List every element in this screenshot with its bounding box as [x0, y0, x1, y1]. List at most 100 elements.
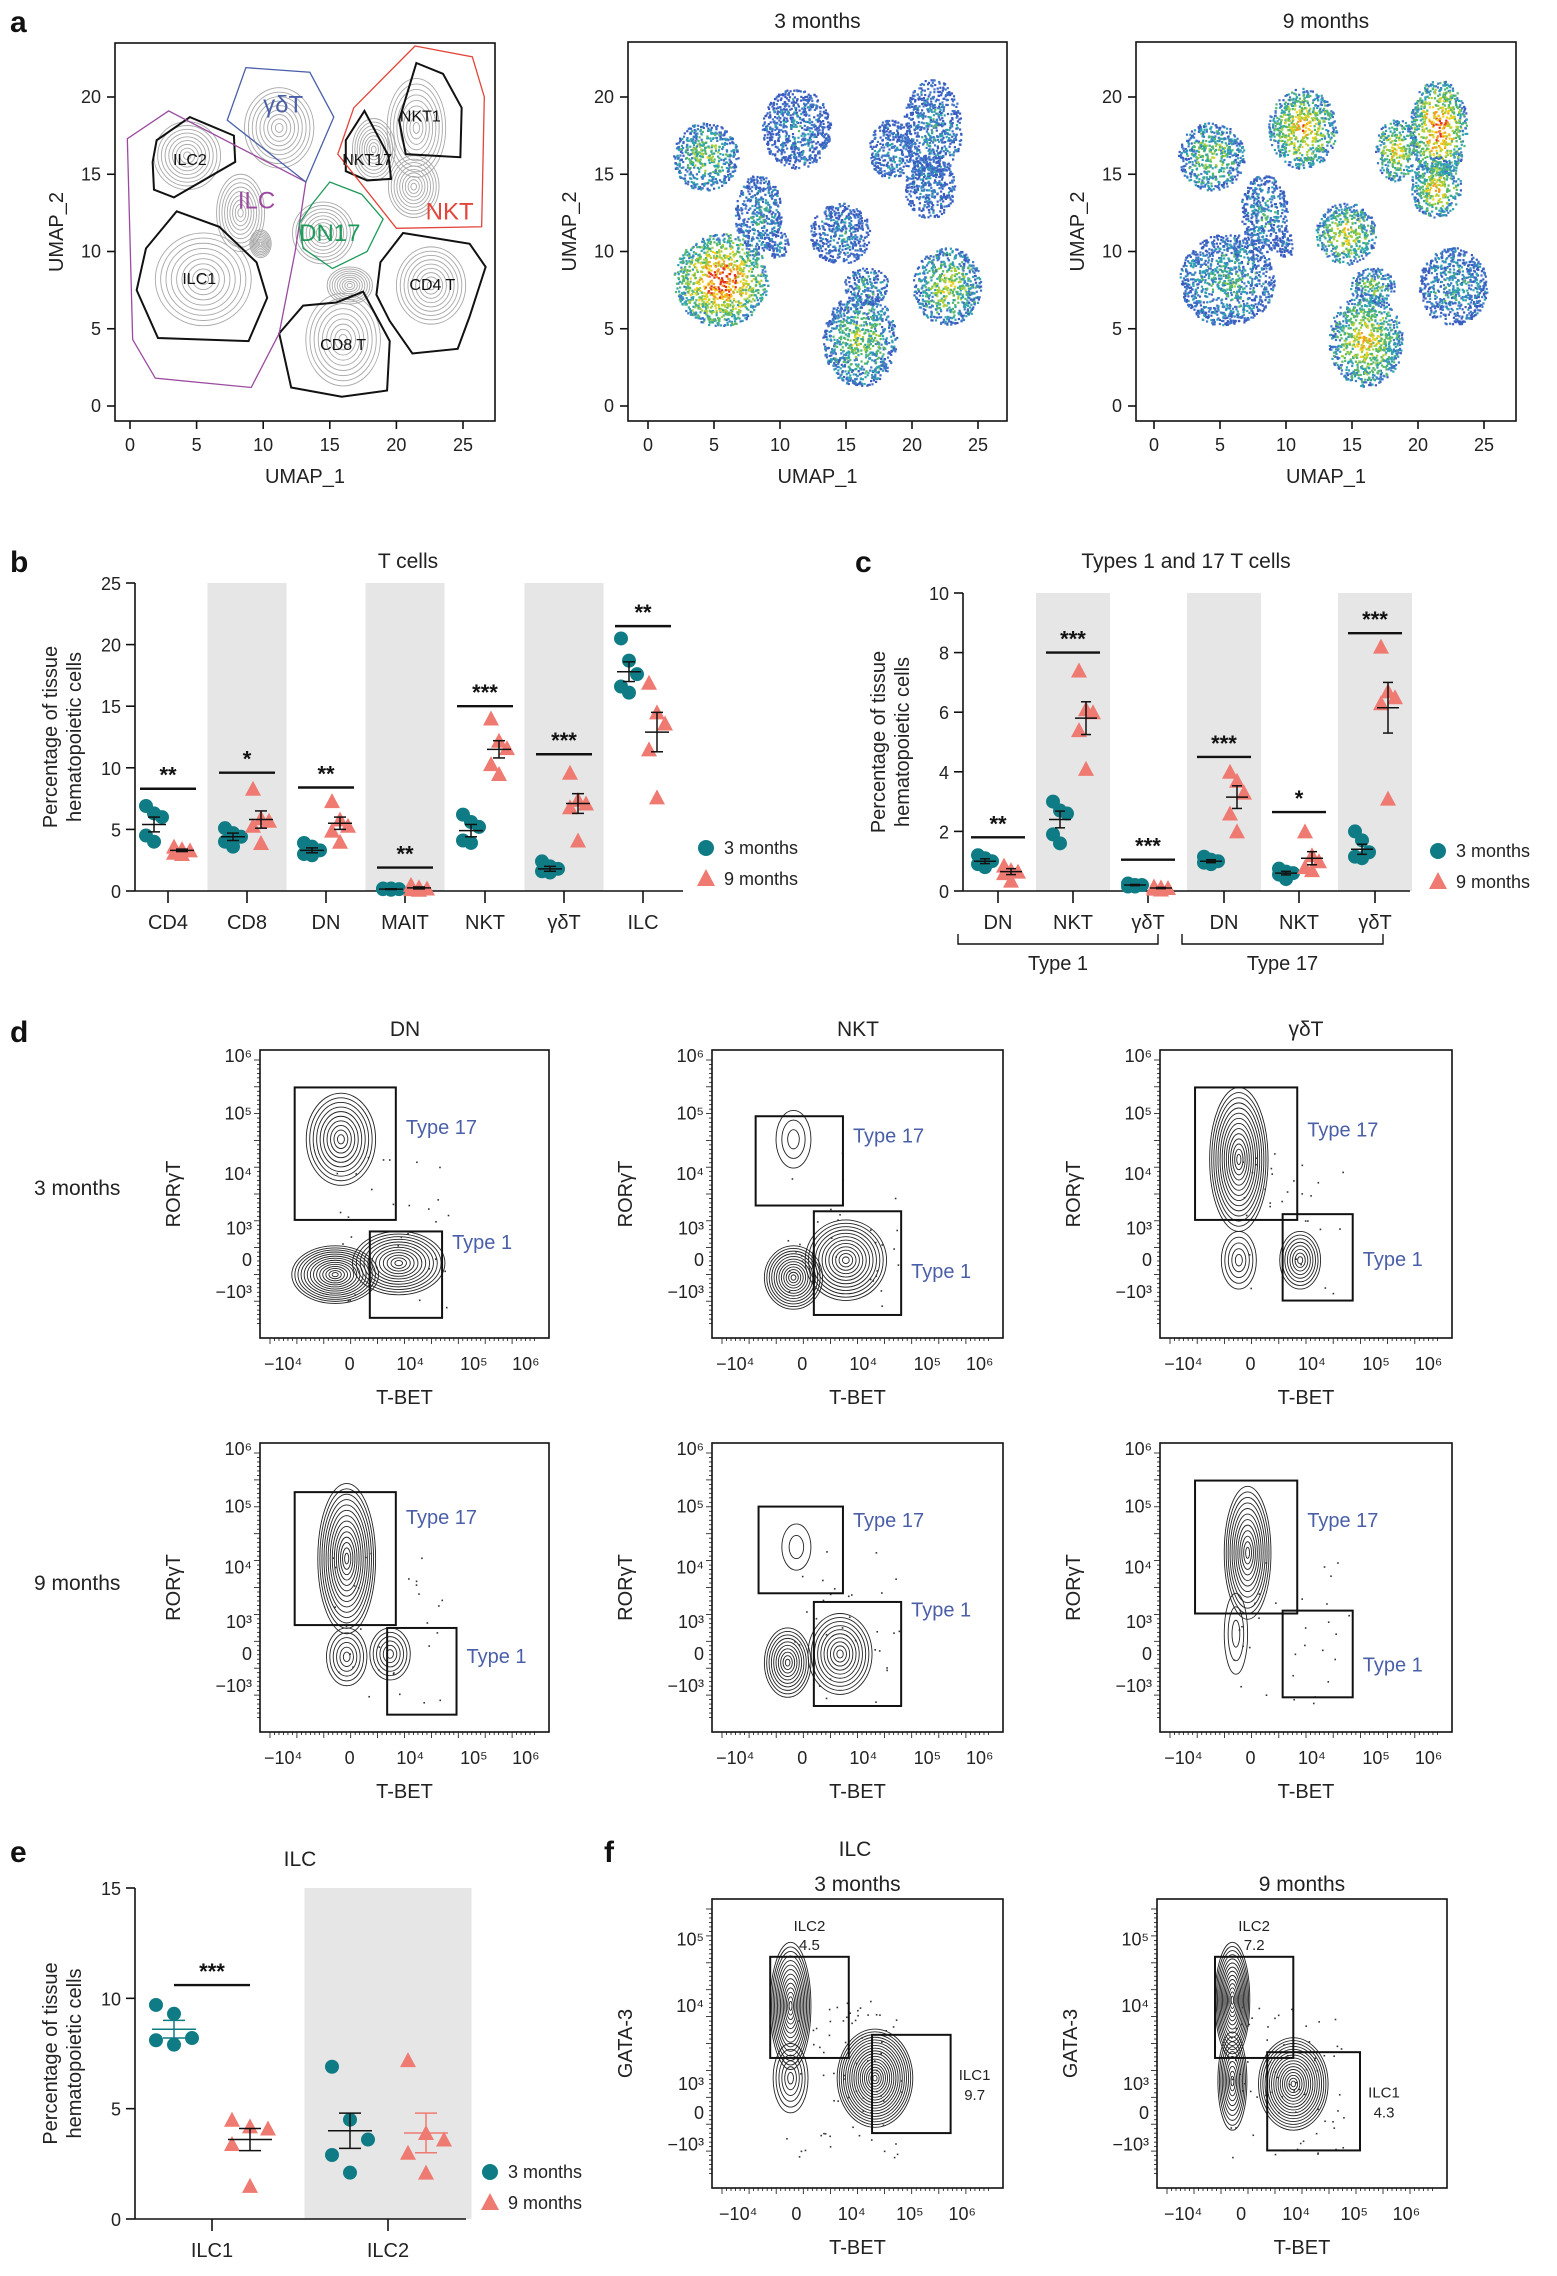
cell-point [754, 221, 758, 224]
cell-point [943, 208, 946, 212]
cell-point [794, 142, 797, 145]
cell-point [740, 209, 743, 212]
cell-point [755, 186, 758, 189]
cell-point [787, 94, 790, 97]
cell-point [946, 92, 949, 95]
cell-point [941, 168, 944, 171]
cell-point [907, 144, 910, 148]
cell-point [920, 172, 923, 175]
cell-point [741, 292, 744, 295]
cell-point [924, 135, 927, 138]
cell-point [700, 304, 703, 307]
cell-point [922, 209, 925, 212]
cell-point [834, 233, 837, 236]
cell-point [839, 326, 842, 329]
cell-point [839, 214, 842, 217]
cell-point [850, 233, 853, 236]
cell-point [792, 166, 795, 169]
cell-point [705, 252, 708, 255]
cell-point [743, 273, 746, 276]
cell-point [845, 319, 848, 322]
cell-point [756, 192, 759, 195]
cell-point [696, 183, 699, 186]
cell-point [827, 121, 830, 124]
cell-point [929, 177, 932, 180]
cell-point [851, 246, 854, 249]
cell-point [773, 122, 776, 125]
cell-point [764, 244, 767, 247]
density-contour [356, 125, 391, 175]
density-contour [312, 222, 334, 244]
cell-point [825, 356, 828, 359]
cell-point [925, 130, 928, 133]
cell-point [686, 278, 689, 281]
cell-point [874, 168, 877, 171]
cell-point [729, 295, 732, 298]
cell-point [915, 164, 918, 167]
cell-point [748, 294, 751, 297]
cell-point [918, 173, 921, 176]
cell-point [752, 212, 755, 215]
cell-point [729, 245, 732, 248]
cell-point [806, 126, 809, 129]
cell-point [822, 103, 825, 106]
cell-point [895, 166, 898, 169]
density-contour [407, 259, 455, 312]
cell-point [730, 322, 733, 325]
cell-point [886, 370, 889, 373]
cell-point [787, 138, 790, 141]
cell-point [697, 257, 700, 260]
cell-point [700, 125, 703, 129]
cell-point [835, 358, 838, 361]
cell-point [676, 167, 679, 170]
cell-point [730, 270, 733, 273]
cell-point [704, 273, 707, 276]
cell-point [784, 130, 787, 133]
cell-point [708, 174, 711, 178]
cell-point [819, 240, 822, 243]
cell-point [926, 206, 929, 209]
cell-point [688, 173, 691, 176]
cell-point [677, 145, 681, 149]
cell-point [727, 173, 730, 177]
cell-point [803, 98, 806, 101]
cell-point [821, 249, 824, 253]
cell-point [776, 110, 779, 113]
cell-point [842, 210, 845, 213]
cell-point [734, 143, 737, 147]
cell-point [725, 293, 728, 296]
cell-point [753, 299, 756, 302]
cell-point [874, 375, 877, 378]
cell-point [877, 154, 880, 158]
cell-point [913, 192, 917, 195]
cell-point [722, 159, 726, 162]
cell-point [703, 258, 706, 261]
cell-point [759, 285, 762, 288]
cell-point [724, 139, 727, 142]
cell-point [888, 341, 891, 345]
cell-point [739, 292, 742, 296]
cell-point [785, 160, 788, 164]
cell-point [902, 126, 906, 129]
cell-point [795, 111, 799, 114]
cell-point [846, 343, 849, 346]
cell-point [766, 242, 769, 245]
cell-point [891, 160, 894, 163]
cell-point [837, 314, 840, 317]
cell-point [907, 125, 910, 128]
cell-point [738, 251, 741, 254]
cell-point [926, 122, 929, 125]
cell-point [952, 158, 955, 161]
cell-point [846, 251, 849, 254]
cell-point [766, 222, 769, 225]
cell-point [900, 126, 903, 129]
cell-point [797, 130, 801, 133]
cell-point [726, 323, 729, 326]
cell-point [765, 245, 768, 248]
cell-point [785, 126, 788, 129]
cell-point [935, 149, 938, 152]
cell-point [941, 176, 944, 179]
cell-point [711, 321, 714, 324]
cell-point [698, 315, 701, 318]
cell-point [947, 162, 950, 165]
